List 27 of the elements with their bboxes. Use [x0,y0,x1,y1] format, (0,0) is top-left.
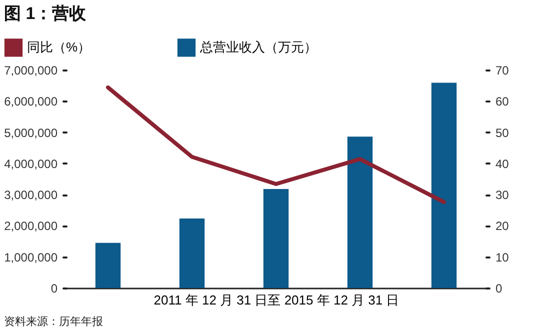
bar [95,242,121,288]
legend-label: 同比（%） [27,40,91,55]
line-series [106,85,446,204]
bar [263,188,289,288]
y2-tick-label: 20 [496,219,510,234]
y-tick-label: 4,000,000 [4,156,58,171]
y2-tick-label: 0 [496,282,502,296]
y2-tick-label: 70 [496,64,510,78]
y2-tick-label: 10 [496,250,510,264]
y-tick-label: 2,000,000 [4,219,58,234]
y2-tick-label: 50 [496,126,510,140]
y-tick-label: 0 [50,282,58,296]
x-axis-title: 2011 年 12 月 31 日至 2015 年 12 月 31 日 [154,292,400,308]
y2-tick-label: 40 [496,156,510,171]
legend-label: 总营业收入（万元） [199,40,317,55]
y-tick-label: 5,000,000 [4,126,58,140]
bar [179,218,205,288]
bar [431,82,457,288]
chart-title: 图 1：营收 [4,4,88,23]
y2-tick-label: 30 [496,188,510,202]
y-tick-label: 3,000,000 [4,188,58,202]
y-tick-label: 6,000,000 [4,94,58,109]
text: 资料来源：历年年报 [4,315,103,328]
bar [347,136,373,288]
y2-tick-label: 60 [496,94,510,109]
y-tick-label: 7,000,000 [4,64,58,78]
y-tick-label: 1,000,000 [4,250,58,264]
